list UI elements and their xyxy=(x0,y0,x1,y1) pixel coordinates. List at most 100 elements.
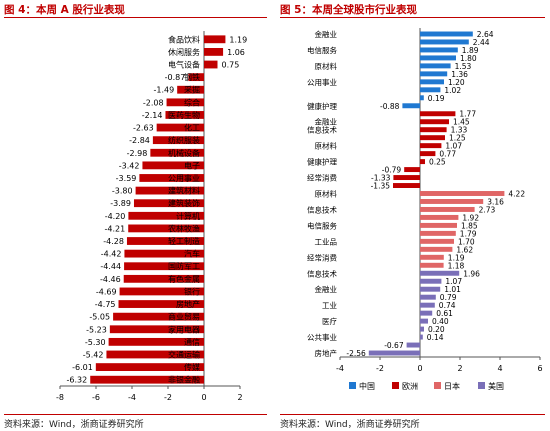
left-chart-title: 图 4：本周 A 股行业表现 xyxy=(4,4,125,16)
right-bar xyxy=(420,127,447,133)
right-category-label: 原材料 xyxy=(315,189,338,199)
left-category-label: 电子 xyxy=(184,160,200,170)
right-category-label: 信息技术 xyxy=(307,204,337,214)
right-category-label: 信息技术 xyxy=(307,268,337,278)
left-bar xyxy=(166,98,204,107)
right-category-label: 电信服务 xyxy=(307,220,337,230)
right-category-label: 健康护理 xyxy=(307,157,337,167)
left-category-label: 非银金融 xyxy=(168,375,200,385)
left-category-label: 通信 xyxy=(184,337,200,347)
left-value-label: -6.01 xyxy=(72,363,93,372)
left-bar xyxy=(118,300,204,308)
right-value-label: 0.61 xyxy=(436,309,453,318)
left-value-label: -2.98 xyxy=(127,149,148,158)
left-value-label: -4.46 xyxy=(100,275,121,284)
left-bar xyxy=(108,337,204,346)
right-bar xyxy=(368,350,420,356)
left-category-label: 房地产 xyxy=(176,299,200,309)
left-value-label: -3.42 xyxy=(119,161,140,170)
right-value-label: 1.18 xyxy=(448,261,465,270)
right-value-label: 4.22 xyxy=(508,190,525,199)
right-bar xyxy=(420,334,423,340)
right-category-label: 经常消费 xyxy=(307,252,337,262)
left-category-label: 国防军工 xyxy=(168,261,200,271)
left-bar xyxy=(90,375,204,384)
right-bar xyxy=(402,103,420,109)
left-value-label: -0.87 xyxy=(165,73,186,82)
left-bar xyxy=(119,287,204,296)
left-category-label: 交通运输 xyxy=(168,349,200,359)
left-bar xyxy=(204,35,226,44)
right-value-label: 2.64 xyxy=(477,30,494,39)
left-category-label: 农林牧渔 xyxy=(168,223,200,233)
right-value-label: 1.53 xyxy=(455,62,472,71)
left-bar xyxy=(106,350,204,359)
right-x-tick-label: -4 xyxy=(336,364,344,373)
left-bar xyxy=(204,60,218,69)
left-category-label: 有色金属 xyxy=(168,274,200,284)
right-bar xyxy=(393,175,420,181)
right-legend-label: 美国 xyxy=(488,381,504,391)
left-x-tick-label: 2 xyxy=(237,393,242,402)
right-category-label: 工业 xyxy=(322,300,337,310)
right-value-label: 1.79 xyxy=(460,229,477,238)
left-x-tick-label: -4 xyxy=(128,393,136,402)
left-category-label: 采掘 xyxy=(184,85,200,95)
right-bar xyxy=(420,191,505,196)
right-bar xyxy=(420,286,441,292)
right-value-label: 1.45 xyxy=(453,118,470,127)
right-legend-swatch xyxy=(434,382,441,389)
left-bar xyxy=(95,363,204,371)
right-value-label: -2.56 xyxy=(346,349,366,358)
left-bar xyxy=(128,211,204,220)
left-category-label: 电气设备 xyxy=(168,60,200,70)
right-legend-swatch xyxy=(349,382,356,389)
left-bar xyxy=(124,262,204,271)
right-value-label: 1.89 xyxy=(462,46,479,55)
right-bar xyxy=(420,39,469,45)
left-value-label: -2.08 xyxy=(143,98,164,107)
left-bar xyxy=(113,312,204,321)
right-bar xyxy=(420,87,441,93)
right-value-label: 3.16 xyxy=(487,197,504,206)
right-bar xyxy=(393,183,420,188)
right-value-label: 0.40 xyxy=(432,317,449,326)
right-source-divider xyxy=(280,414,545,415)
left-value-label: -4.44 xyxy=(100,262,121,271)
left-value-label: -2.84 xyxy=(129,136,150,145)
right-bar xyxy=(420,55,456,61)
right-bar xyxy=(420,47,458,53)
left-value-label: -4.75 xyxy=(95,300,116,309)
right-value-label: 1.36 xyxy=(451,70,468,79)
right-bar xyxy=(420,135,445,141)
right-value-label: 1.70 xyxy=(458,237,475,246)
right-bar xyxy=(420,294,436,300)
left-category-label: 建筑装饰 xyxy=(168,198,200,208)
right-value-label: 1.62 xyxy=(456,245,473,254)
left-value-label: -6.32 xyxy=(67,376,88,385)
right-legend-label: 欧洲 xyxy=(402,381,418,391)
right-value-label: 0.14 xyxy=(427,333,444,342)
left-category-label: 钢铁 xyxy=(184,72,200,82)
left-source-note: 资料来源：Wind，浙商证券研究所 xyxy=(4,420,144,430)
left-source-divider xyxy=(4,414,267,415)
left-bar xyxy=(142,161,204,170)
right-value-label: 1.25 xyxy=(449,134,466,143)
right-bar xyxy=(420,246,453,252)
right-value-label: 0.19 xyxy=(428,94,445,103)
right-category-label: 原材料 xyxy=(315,61,338,71)
right-bar xyxy=(420,95,424,101)
left-value-label: -2.14 xyxy=(142,111,163,120)
left-bar xyxy=(124,249,204,258)
right-bar xyxy=(420,111,456,117)
right-bar xyxy=(420,199,484,204)
right-bar xyxy=(420,159,425,165)
right-x-tick-label: -2 xyxy=(376,364,384,373)
right-value-label: 1.96 xyxy=(463,269,480,278)
right-x-tick-label: 4 xyxy=(497,364,502,373)
right-value-label: 1.02 xyxy=(444,86,461,95)
right-value-label: 1.85 xyxy=(461,221,478,230)
right-category-label: 公用事业 xyxy=(307,77,337,87)
left-category-label: 传媒 xyxy=(184,362,200,372)
right-bar xyxy=(406,342,420,348)
